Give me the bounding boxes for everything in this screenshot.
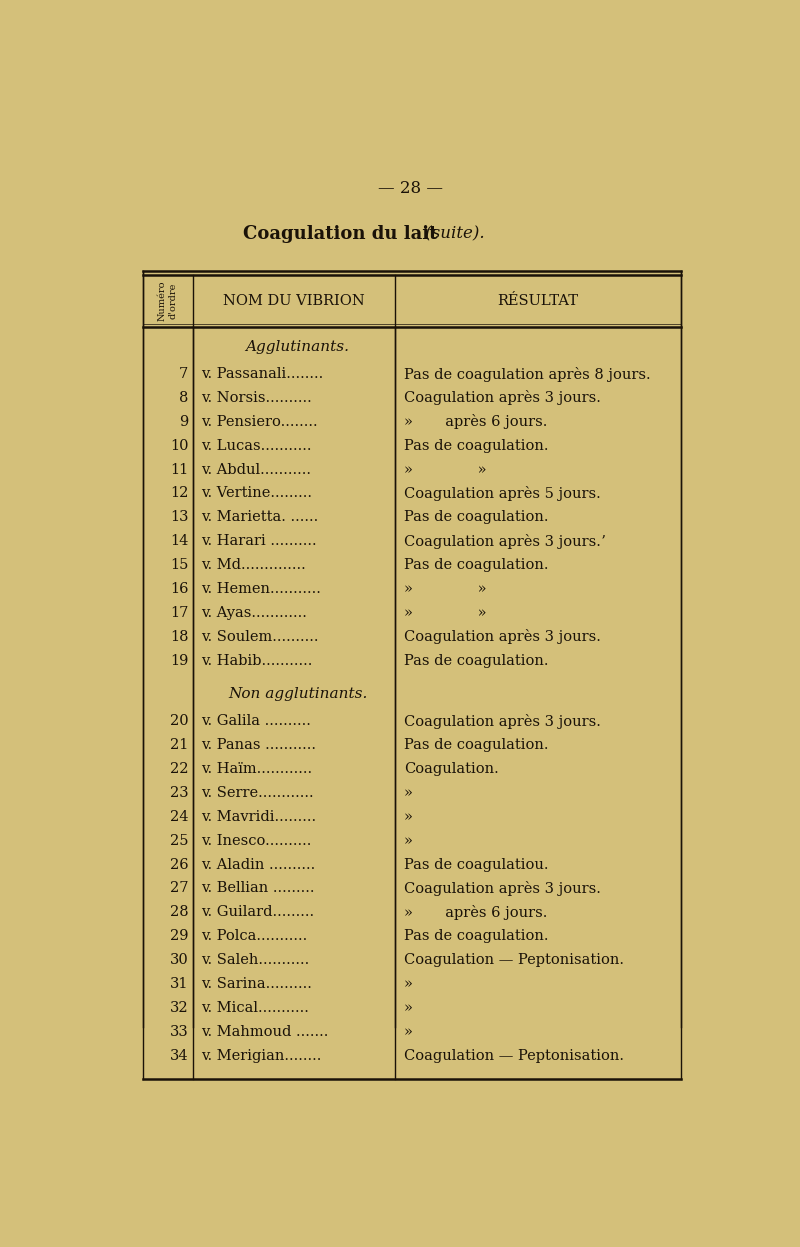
Text: 30: 30 — [170, 953, 188, 968]
Text: 25: 25 — [170, 834, 188, 848]
Text: NOM DU VIBRION: NOM DU VIBRION — [223, 294, 365, 308]
Text: 28: 28 — [170, 905, 188, 919]
Text: v. Sarina..........: v. Sarina.......... — [201, 976, 312, 991]
Text: 31: 31 — [170, 976, 188, 991]
Text: 21: 21 — [170, 738, 188, 752]
Text: Coagulation après 3 jours.: Coagulation après 3 jours. — [404, 713, 601, 728]
Text: 18: 18 — [170, 630, 188, 643]
Text: v. Marietta. ......: v. Marietta. ...... — [201, 510, 318, 524]
Text: v. Aladin ..........: v. Aladin .......... — [201, 858, 315, 872]
Text: »              »: » » — [404, 606, 486, 620]
Text: Coagulation après 3 jours.: Coagulation après 3 jours. — [404, 880, 601, 895]
Text: 14: 14 — [170, 534, 188, 549]
Text: Pas de coagulation après 8 jours.: Pas de coagulation après 8 jours. — [404, 367, 650, 382]
Text: 23: 23 — [170, 786, 188, 801]
Text: »              »: » » — [404, 463, 486, 476]
Text: 10: 10 — [170, 439, 188, 453]
Text: 34: 34 — [170, 1049, 188, 1062]
Text: Pas de coagulation.: Pas de coagulation. — [404, 510, 548, 524]
Text: v. Ayas............: v. Ayas............ — [201, 606, 306, 620]
Text: v. Habib...........: v. Habib........... — [201, 653, 312, 667]
Text: 12: 12 — [170, 486, 188, 500]
Text: Coagulation.: Coagulation. — [404, 762, 498, 776]
Text: 17: 17 — [170, 606, 188, 620]
Text: Pas de coagulation.: Pas de coagulation. — [404, 738, 548, 752]
Text: RÉSULTAT: RÉSULTAT — [498, 294, 578, 308]
Text: 9: 9 — [179, 415, 188, 429]
Text: v. Passanali........: v. Passanali........ — [201, 367, 323, 382]
Text: »: » — [404, 834, 413, 848]
Text: v. Lucas...........: v. Lucas........... — [201, 439, 311, 453]
Text: »              »: » » — [404, 582, 486, 596]
Text: v. Galila ..........: v. Galila .......... — [201, 715, 310, 728]
Text: 32: 32 — [170, 1001, 188, 1015]
Text: Agglutinants.: Agglutinants. — [246, 339, 350, 354]
Text: Pas de coagulation.: Pas de coagulation. — [404, 653, 548, 667]
Text: 33: 33 — [170, 1025, 188, 1039]
Text: v. Guilard.........: v. Guilard......... — [201, 905, 314, 919]
Text: »: » — [404, 809, 413, 824]
Text: 29: 29 — [170, 929, 188, 943]
Text: — 28 —: — 28 — — [378, 180, 442, 197]
Text: 8: 8 — [179, 392, 188, 405]
Text: Coagulation — Peptonisation.: Coagulation — Peptonisation. — [404, 953, 624, 968]
Text: v. Merigian........: v. Merigian........ — [201, 1049, 321, 1062]
Text: v. Bellian .........: v. Bellian ......... — [201, 882, 314, 895]
Text: 20: 20 — [170, 715, 188, 728]
Text: »: » — [404, 1001, 413, 1015]
Text: v. Serre............: v. Serre............ — [201, 786, 314, 801]
Text: Coagulation après 5 jours.: Coagulation après 5 jours. — [404, 486, 601, 501]
Text: v. Saleh...........: v. Saleh........... — [201, 953, 309, 968]
Text: (suite).: (suite). — [420, 226, 485, 243]
Text: v. Polca...........: v. Polca........... — [201, 929, 307, 943]
Text: »: » — [404, 976, 413, 991]
Text: Pas de coagulation.: Pas de coagulation. — [404, 439, 548, 453]
Text: Coagulation — Peptonisation.: Coagulation — Peptonisation. — [404, 1049, 624, 1062]
Text: 19: 19 — [170, 653, 188, 667]
Text: v. Vertine.........: v. Vertine......... — [201, 486, 312, 500]
Text: v. Hemen...........: v. Hemen........... — [201, 582, 321, 596]
Text: 26: 26 — [170, 858, 188, 872]
Text: Coagulation après 3 jours.: Coagulation après 3 jours. — [404, 390, 601, 405]
Text: v. Abdul...........: v. Abdul........... — [201, 463, 310, 476]
Text: »       après 6 jours.: » après 6 jours. — [404, 905, 547, 920]
Text: v. Pensiero........: v. Pensiero........ — [201, 415, 318, 429]
Text: v. Panas ...........: v. Panas ........... — [201, 738, 316, 752]
Text: v. Mahmoud .......: v. Mahmoud ....... — [201, 1025, 328, 1039]
Text: 7: 7 — [179, 367, 188, 382]
Text: v. Inesco..........: v. Inesco.......... — [201, 834, 311, 848]
Text: 11: 11 — [170, 463, 188, 476]
Text: 16: 16 — [170, 582, 188, 596]
Text: v. Haïm............: v. Haïm............ — [201, 762, 312, 776]
Text: v. Harari ..........: v. Harari .......... — [201, 534, 316, 549]
Text: Coagulation du lait: Coagulation du lait — [243, 226, 438, 243]
Text: 15: 15 — [170, 559, 188, 572]
Text: v. Mavridi.........: v. Mavridi......... — [201, 809, 316, 824]
Text: 13: 13 — [170, 510, 188, 524]
Text: v. Mical...........: v. Mical........... — [201, 1001, 309, 1015]
Text: v. Norsis..........: v. Norsis.......... — [201, 392, 311, 405]
Text: »       après 6 jours.: » après 6 jours. — [404, 414, 547, 429]
Text: v. Soulem..........: v. Soulem.......... — [201, 630, 318, 643]
Text: Non agglutinants.: Non agglutinants. — [228, 687, 367, 701]
Text: Numéro
d'ordre: Numéro d'ordre — [158, 281, 178, 322]
Text: Coagulation après 3 jours.ʼ: Coagulation après 3 jours.ʼ — [404, 534, 606, 549]
Text: Pas de coagulation.: Pas de coagulation. — [404, 559, 548, 572]
Text: »: » — [404, 1025, 413, 1039]
Text: Pas de coagulatiou.: Pas de coagulatiou. — [404, 858, 548, 872]
Text: 27: 27 — [170, 882, 188, 895]
Text: 22: 22 — [170, 762, 188, 776]
Text: 24: 24 — [170, 809, 188, 824]
Text: Coagulation après 3 jours.: Coagulation après 3 jours. — [404, 630, 601, 645]
Text: v. Md..............: v. Md.............. — [201, 559, 306, 572]
Text: »: » — [404, 786, 413, 801]
Text: Pas de coagulation.: Pas de coagulation. — [404, 929, 548, 943]
